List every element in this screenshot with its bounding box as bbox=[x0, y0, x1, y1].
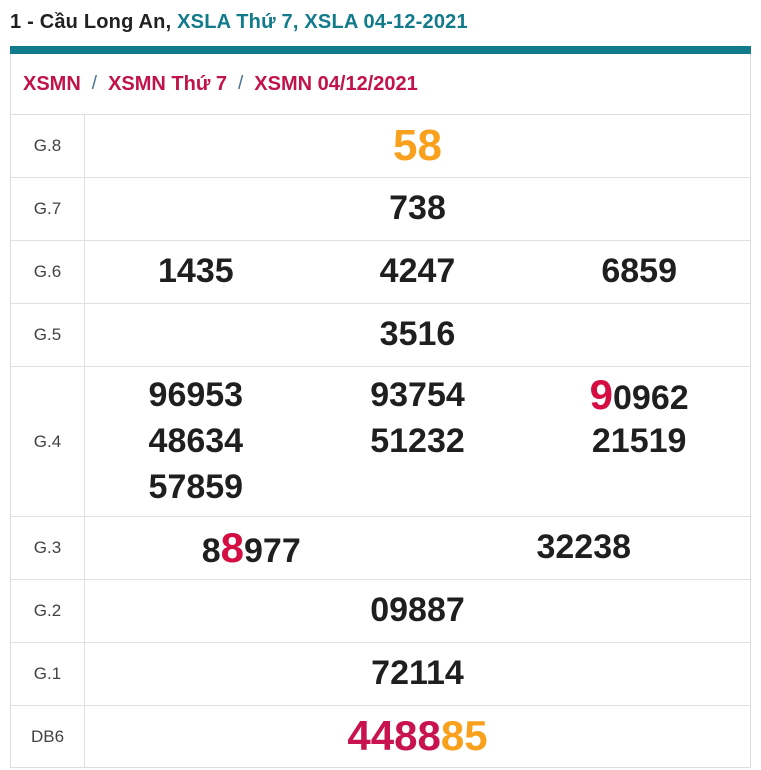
prize-number: 32238 bbox=[536, 528, 632, 567]
prize-label: G.6 bbox=[11, 241, 85, 303]
prize-number: 4247 bbox=[379, 252, 456, 291]
jackpot-digits-orange: 85 bbox=[440, 712, 488, 760]
prize-row-g7: G.7 738 bbox=[11, 178, 750, 241]
prize-number-highlighted: 88977 bbox=[201, 523, 301, 571]
prize-row-g4: G.4 96953 93754 90962 48634 51232 21519 … bbox=[11, 367, 750, 517]
page-title-teal: XSLA Thứ 7, XSLA 04-12-2021 bbox=[177, 11, 468, 33]
prize-number-highlighted: 90962 bbox=[590, 372, 689, 418]
prize-row-g5: G.5 3516 bbox=[11, 304, 750, 367]
breadcrumb-link-xsmn[interactable]: XSMN bbox=[23, 72, 81, 95]
prize-number-jackpot: 448885 bbox=[347, 713, 487, 759]
results-panel: XSMN / XSMN Thứ 7 / XSMN 04/12/2021 G.8 … bbox=[10, 46, 751, 768]
breadcrumb-separator: / bbox=[238, 73, 244, 94]
prize-number: 09887 bbox=[370, 591, 465, 630]
prize-label: G.3 bbox=[11, 517, 85, 579]
breadcrumb-separator: / bbox=[91, 73, 98, 94]
breadcrumb-link-xsmn-date[interactable]: XSMN 04/12/2021 bbox=[254, 72, 418, 95]
page-title: 1 - Cầu Long An, XSLA Thứ 7, XSLA 04-12-… bbox=[10, 11, 751, 34]
prize-label: DB6 bbox=[11, 706, 85, 767]
prize-label: G.7 bbox=[11, 178, 85, 240]
prize-number: 51232 bbox=[370, 421, 465, 460]
prize-label: G.2 bbox=[11, 580, 85, 642]
breadcrumb: XSMN / XSMN Thứ 7 / XSMN 04/12/2021 bbox=[11, 54, 750, 115]
prize-number: 3516 bbox=[379, 315, 456, 354]
prize-row-g2: G.2 09887 bbox=[11, 580, 750, 643]
prize-number: 48634 bbox=[148, 421, 244, 460]
prize-number: 57859 bbox=[148, 467, 244, 506]
prize-label: G.5 bbox=[11, 304, 85, 366]
prize-label: G.4 bbox=[11, 367, 85, 516]
results-table: G.8 58 G.7 738 G.6 1435 4247 6859 G.5 35… bbox=[11, 115, 750, 767]
prize-number: 21519 bbox=[591, 421, 687, 460]
prize-number: 6859 bbox=[601, 252, 677, 291]
prize-row-db6: DB6 448885 bbox=[11, 706, 750, 767]
highlight-digit: 8 bbox=[220, 523, 245, 571]
highlight-digit: 9 bbox=[589, 371, 614, 419]
prize-row-g8: G.8 58 bbox=[11, 115, 750, 178]
prize-row-g1: G.1 72114 bbox=[11, 643, 750, 706]
jackpot-digits-red: 4488 bbox=[347, 712, 441, 760]
prize-number: 1435 bbox=[158, 252, 234, 291]
accent-bar bbox=[10, 46, 751, 54]
number-rest: 977 bbox=[244, 531, 301, 570]
prize-number: 58 bbox=[393, 120, 442, 170]
number-lead: 8 bbox=[201, 531, 221, 570]
prize-number: 72114 bbox=[371, 654, 464, 693]
prize-label: G.1 bbox=[11, 643, 85, 705]
prize-label: G.8 bbox=[11, 115, 85, 177]
prize-number: 96953 bbox=[148, 375, 244, 414]
prize-number: 93754 bbox=[370, 375, 465, 414]
page-title-dark: 1 - Cầu Long An, bbox=[10, 11, 172, 33]
number-rest: 0962 bbox=[613, 379, 689, 418]
breadcrumb-link-xsmn-thu7[interactable]: XSMN Thứ 7 bbox=[108, 72, 228, 95]
prize-row-g6: G.6 1435 4247 6859 bbox=[11, 241, 750, 304]
prize-number: 738 bbox=[389, 189, 446, 228]
prize-row-g3: G.3 88977 32238 bbox=[11, 517, 750, 580]
